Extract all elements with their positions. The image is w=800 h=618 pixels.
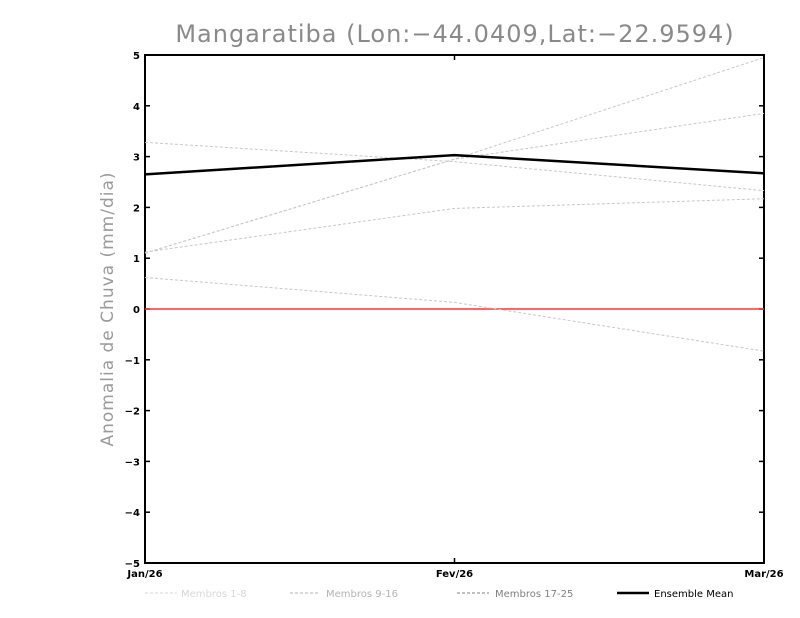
legend: Membros 1-8 Membros 9-16 Membros 17-25 Ense… [145, 589, 733, 600]
member-series-line [144, 141, 765, 192]
x-tick-label: Mar/26 [744, 569, 783, 580]
y-tick-label: 2 [133, 203, 140, 214]
y-tick-label: 3 [133, 153, 140, 164]
y-tick-label: −1 [125, 356, 140, 367]
y-tick-label: 1 [133, 254, 140, 265]
chart-title: Mangaratiba (Lon:−44.0409,Lat:−22.9594) [175, 20, 734, 48]
legend-label: Membros 1-8 [181, 589, 247, 600]
member-series-line [144, 198, 765, 253]
ensemble-mean-line [144, 153, 765, 176]
y-tick-label: 5 [133, 51, 140, 62]
y-tick-label: 4 [133, 102, 140, 113]
legend-label: Membros 17-25 [495, 589, 573, 600]
y-tick-label: −2 [125, 407, 140, 418]
legend-label: Ensemble Mean [654, 589, 733, 600]
member-series-line [144, 277, 765, 352]
y-tick-label: −5 [125, 559, 140, 570]
x-tick-label: Jan/26 [126, 569, 162, 580]
y-tick-label: −4 [125, 508, 140, 519]
y-tick-label: −3 [125, 457, 140, 468]
member-series-line [144, 112, 765, 254]
y-tick-label: 0 [133, 305, 140, 316]
legend-label: Membros 9-16 [326, 589, 398, 600]
y-axis-label: Anomalia de Chuva (mm/dia) [98, 171, 118, 446]
x-tick-label: Fev/26 [436, 569, 473, 580]
